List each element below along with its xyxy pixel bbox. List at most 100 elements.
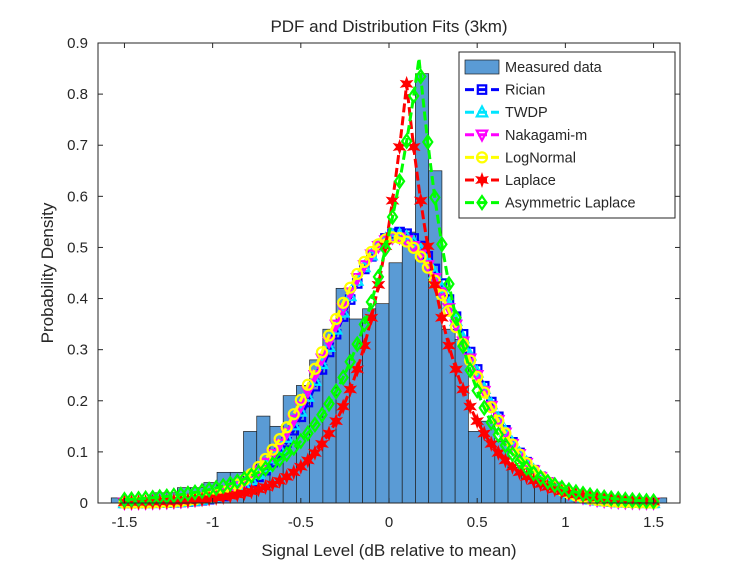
series-marker (476, 84, 488, 95)
series-marker (421, 133, 434, 151)
series-marker (569, 486, 583, 503)
y-tick-label: 0.2 (67, 393, 88, 410)
series-marker (420, 238, 435, 255)
histogram-bar (375, 303, 390, 504)
series-marker (400, 132, 413, 150)
series-marker (626, 491, 639, 509)
series-marker (442, 337, 456, 354)
series-marker (492, 414, 505, 427)
series-marker (280, 445, 293, 463)
series-marker (457, 337, 469, 355)
x-tick-label: -1.5 (112, 514, 138, 531)
series-marker (287, 408, 300, 421)
legend-entry: Laplace (465, 172, 556, 189)
x-tick-label: 0 (385, 514, 393, 531)
legend: Measured data Rician TWDP Nakagami-m LogNorm… (458, 51, 676, 219)
series-marker (407, 241, 420, 254)
histogram-bar (362, 308, 377, 504)
series-marker (605, 489, 618, 507)
series-marker (492, 426, 505, 444)
x-tick-label: -0.5 (288, 514, 314, 531)
series-marker (513, 453, 526, 471)
series-marker (399, 75, 414, 92)
series-marker (474, 129, 490, 143)
series-marker (584, 486, 596, 504)
series-marker (485, 414, 498, 431)
axes: -1.5 -1 -0.5 0 0.5 1 1.5 0 0.1 0.2 0.3 0.4 0.5 0.6 0.7… (67, 35, 681, 531)
series-marker (372, 268, 385, 286)
series-marker (598, 488, 610, 506)
series-marker (534, 469, 547, 487)
series-marker (548, 476, 561, 494)
series-marker (577, 485, 589, 503)
series-marker (414, 68, 427, 85)
y-tick-label: 0.5 (67, 239, 88, 256)
series-marker (329, 413, 344, 430)
y-tick-label: 0.7 (67, 137, 88, 154)
series-marker (364, 309, 379, 326)
series-marker (464, 361, 476, 379)
series-marker (475, 151, 489, 164)
chart-title: PDF and Distribution Fits (3km) (270, 17, 507, 36)
series-marker (499, 436, 512, 454)
legend-entry: Measured data (464, 59, 603, 76)
series-marker (512, 464, 527, 481)
legend-label: Measured data (505, 60, 603, 76)
series-marker (344, 353, 357, 371)
series-marker (427, 276, 442, 293)
legend-label: TWDP (505, 105, 548, 121)
series-marker (434, 287, 449, 301)
series-marker (322, 329, 336, 342)
y-tick-label: 0.8 (67, 86, 88, 103)
series-marker (316, 406, 328, 424)
series-marker (414, 250, 427, 263)
series-marker (563, 481, 575, 499)
series-marker (556, 479, 568, 497)
series-marker (322, 338, 337, 353)
series-marker (619, 491, 632, 509)
series-marker (520, 459, 533, 477)
series-marker (308, 444, 322, 461)
series-marker (273, 451, 286, 468)
series-marker (413, 192, 428, 209)
series-marker (434, 309, 449, 326)
series-marker (287, 439, 300, 457)
legend-label: Rician (505, 83, 545, 99)
series-marker (351, 267, 364, 281)
series-marker (315, 435, 329, 452)
series-marker (266, 455, 279, 473)
histogram-bar (428, 170, 443, 504)
series-marker (386, 208, 399, 226)
y-tick-label: 0.1 (67, 444, 88, 461)
series-marker (301, 378, 314, 391)
series-marker (336, 398, 351, 415)
series-marker (506, 445, 519, 463)
y-tick-label: 0.4 (67, 291, 88, 308)
series-marker (379, 240, 392, 258)
y-axis-label: Probability Density (38, 202, 57, 343)
series-marker (385, 192, 400, 209)
legend-swatch (464, 59, 500, 75)
series-marker (471, 382, 484, 400)
legend-entry: TWDP (465, 104, 548, 121)
series-marker (485, 401, 498, 414)
series-marker (365, 293, 378, 311)
legend-entry: Asymmetric Laplace (465, 194, 636, 212)
series-marker (400, 235, 413, 248)
series-marker (407, 87, 420, 105)
series-line (124, 83, 654, 504)
series-marker (337, 369, 349, 386)
series-marker (647, 492, 660, 510)
legend-entry: Nakagami-m (465, 128, 587, 144)
series-marker (273, 432, 286, 446)
series-marker (441, 303, 456, 317)
series-marker (463, 398, 478, 415)
series-marker (474, 104, 490, 118)
series-marker (280, 421, 293, 434)
x-tick-label: 0.5 (467, 514, 488, 531)
x-tick-label: 1 (561, 514, 569, 531)
legend-entry: LogNormal (465, 150, 576, 166)
histogram-bar (468, 431, 482, 504)
series-marker (330, 382, 342, 400)
x-axis-label: Signal Level (dB relative to mean) (261, 541, 516, 560)
